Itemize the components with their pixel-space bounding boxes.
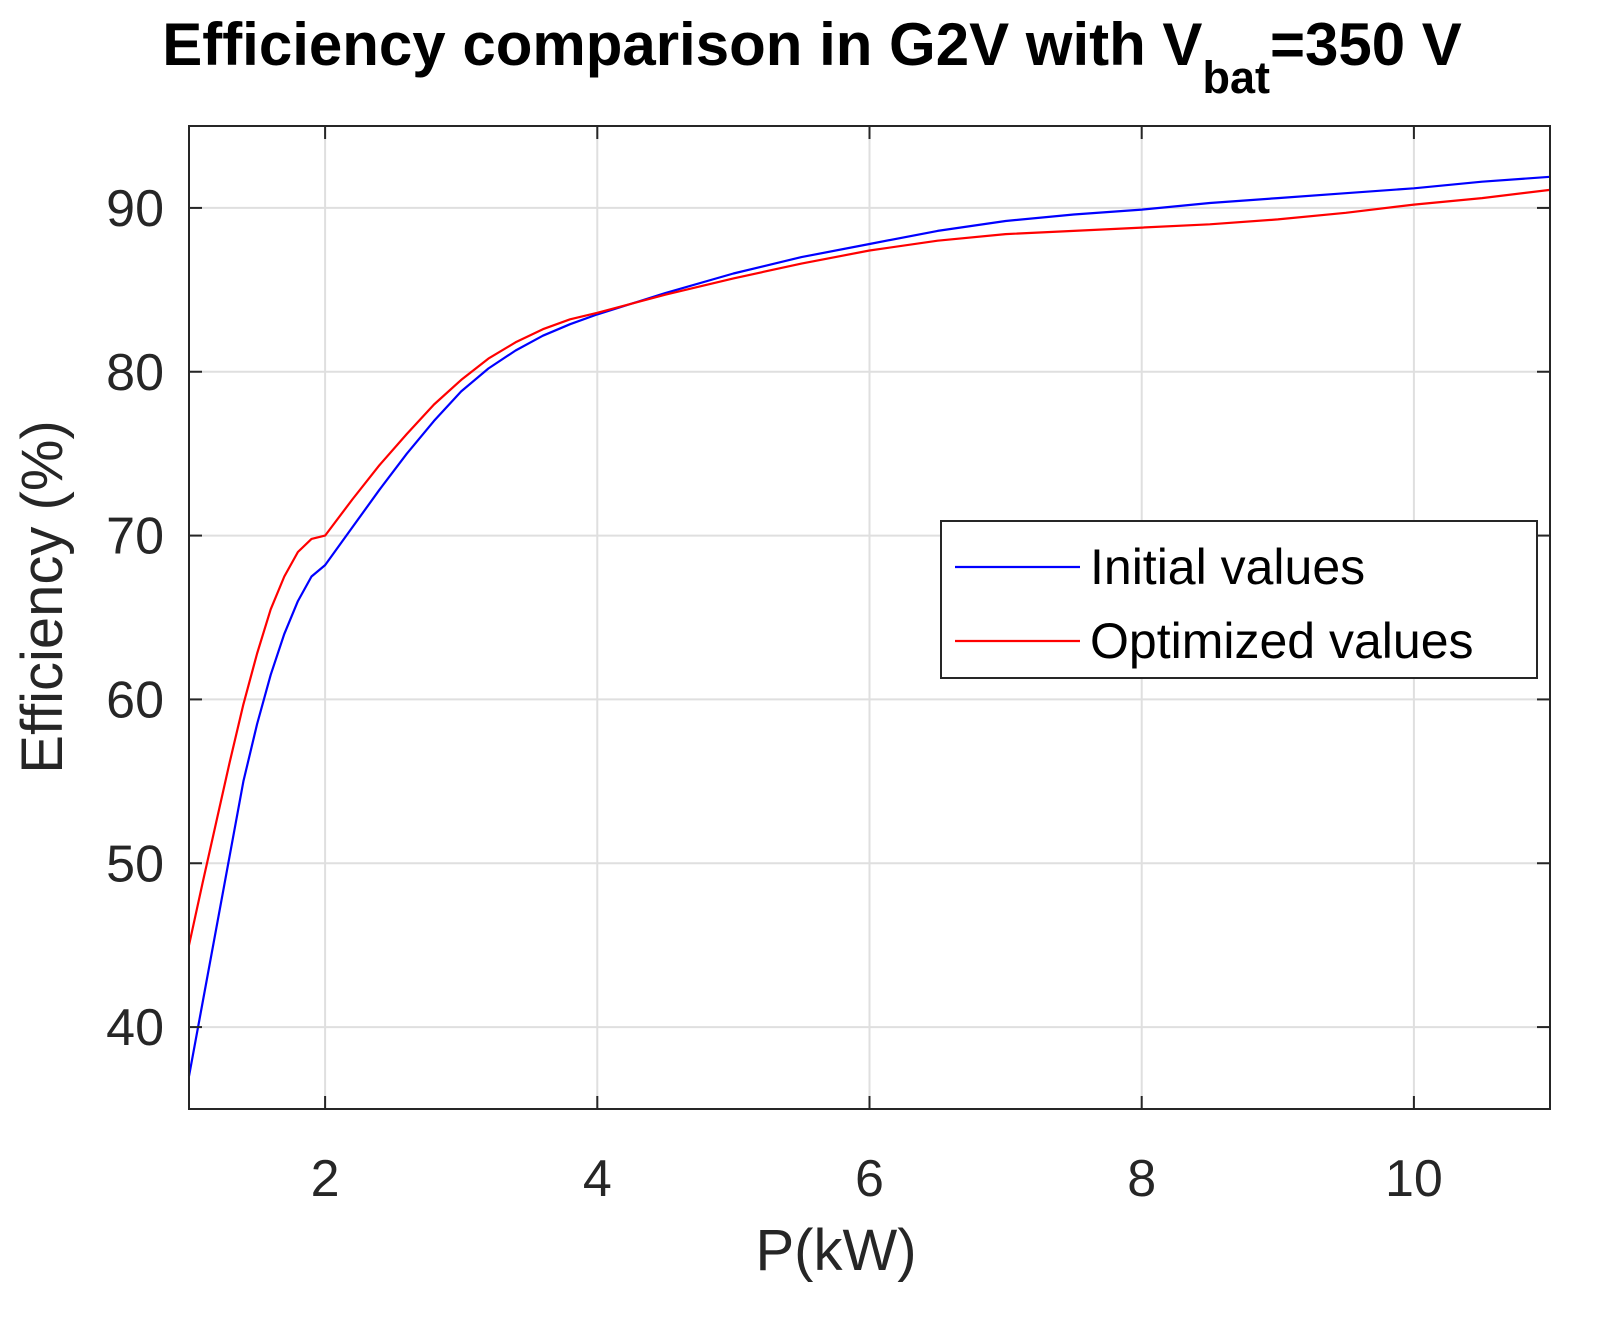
series-line-optimized-values [187,188,1551,946]
x-tick-label: 4 [583,1150,612,1208]
y-tick-label: 60 [106,671,164,729]
y-axis-label: Efficiency (%) [10,420,75,773]
x-tick-label: 2 [311,1150,340,1208]
chart-title-subscript: bat [1202,52,1270,103]
y-tick-label: 90 [106,180,164,238]
y-tick-label: 80 [106,344,164,402]
series-line-initial-values [187,175,1551,1077]
series-layer [187,175,1551,1077]
legend-items: Initial values Optimized values [955,539,1474,669]
ticks-layer: 2 4 6 8 10 40 50 60 70 80 90 [106,126,1550,1208]
y-tick-label: 40 [106,999,164,1057]
x-axis-label: P(kW) [755,1218,916,1283]
chart-title-suffix: =350 V [1270,11,1462,78]
x-tick-label: 8 [1127,1150,1156,1208]
legend-box [940,520,1538,679]
legend-label: Optimized values [1090,613,1474,669]
y-tick-label: 50 [106,835,164,893]
chart-title: Efficiency comparison in G2V with Vbat=3… [162,11,1462,103]
x-tick-label: 6 [855,1150,884,1208]
legend: Initial values Optimized values [940,520,1538,679]
x-tick-label: 10 [1385,1150,1443,1208]
y-tick-label: 70 [106,508,164,566]
legend-label: Initial values [1090,539,1365,595]
chart-title-main: Efficiency comparison in G2V with V [162,11,1202,78]
